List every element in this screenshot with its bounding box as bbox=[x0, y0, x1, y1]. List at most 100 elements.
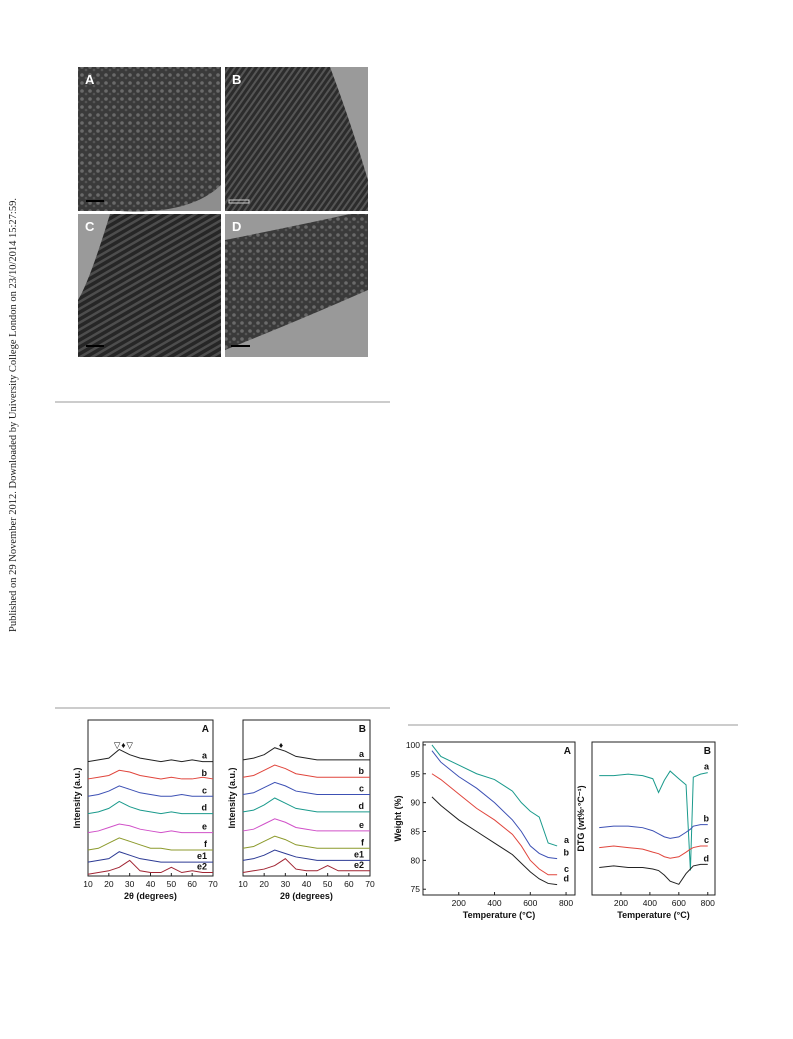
series-label: b bbox=[202, 768, 208, 778]
data-line bbox=[87, 748, 213, 763]
panel-label: A bbox=[202, 724, 209, 735]
x-axis-label: 2θ (degrees) bbox=[124, 891, 177, 901]
series-label: a bbox=[202, 751, 208, 761]
x-axis-label: Temperature (°C) bbox=[617, 910, 689, 920]
data-line bbox=[431, 796, 558, 886]
data-line bbox=[242, 818, 370, 832]
series-label: d bbox=[704, 853, 710, 863]
x-axis-label: 2θ (degrees) bbox=[280, 891, 333, 901]
tem-particle bbox=[78, 67, 221, 212]
data-line bbox=[599, 770, 708, 871]
tem-particle bbox=[225, 214, 368, 350]
series-label: e2 bbox=[354, 860, 364, 870]
y-tick-label: 90 bbox=[411, 798, 421, 808]
x-tick-label: 600 bbox=[672, 898, 686, 908]
x-tick-label: 60 bbox=[344, 879, 354, 889]
x-tick-label: 20 bbox=[104, 879, 114, 889]
series-label: e1 bbox=[354, 849, 364, 859]
series-label: c bbox=[359, 784, 364, 794]
y-axis-label: Intensity (a.u.) bbox=[72, 767, 82, 828]
x-tick-label: 40 bbox=[146, 879, 156, 889]
data-line bbox=[87, 859, 213, 875]
plot-frame bbox=[591, 741, 716, 896]
scale-bar bbox=[228, 199, 250, 204]
peak-marker: ▽ bbox=[126, 740, 133, 750]
series-label: f bbox=[204, 839, 208, 849]
panel-label: D bbox=[232, 219, 241, 234]
panel-label: A bbox=[564, 746, 571, 757]
x-tick-label: 800 bbox=[559, 898, 573, 908]
plot-frame bbox=[242, 719, 371, 877]
data-line bbox=[242, 858, 370, 874]
x-tick-label: 10 bbox=[238, 879, 248, 889]
data-line bbox=[87, 800, 213, 815]
series-label: e bbox=[202, 822, 207, 832]
data-line bbox=[431, 773, 558, 876]
x-tick-label: 200 bbox=[452, 898, 466, 908]
panel-label: B bbox=[232, 72, 241, 87]
y-axis-label: DTG (wt%·°C⁻¹) bbox=[576, 785, 586, 851]
x-tick-label: 70 bbox=[208, 879, 218, 889]
series-label: a bbox=[359, 749, 365, 759]
data-line bbox=[87, 769, 214, 780]
data-line bbox=[431, 744, 558, 847]
side-note: Published on 29 November 2012. Downloade… bbox=[8, 198, 19, 632]
series-label: c bbox=[564, 864, 569, 874]
series-label: b bbox=[359, 766, 365, 776]
data-line bbox=[599, 824, 708, 839]
series-label: e1 bbox=[197, 851, 207, 861]
data-line bbox=[242, 797, 370, 813]
panel-label: C bbox=[85, 219, 95, 234]
data-line bbox=[431, 750, 558, 860]
x-tick-label: 200 bbox=[614, 898, 628, 908]
y-axis-label: Intensity (a.u.) bbox=[227, 767, 237, 828]
series-label: c bbox=[704, 835, 709, 845]
x-tick-label: 400 bbox=[643, 898, 657, 908]
series-label: d bbox=[359, 801, 365, 811]
plot-frame bbox=[87, 719, 214, 877]
tem-figure: A B C D bbox=[78, 67, 368, 357]
data-line bbox=[599, 845, 708, 859]
x-tick-label: 600 bbox=[523, 898, 537, 908]
data-line bbox=[242, 764, 370, 778]
y-tick-label: 80 bbox=[411, 855, 421, 865]
data-line bbox=[599, 863, 708, 885]
panel-label: A bbox=[85, 72, 95, 87]
x-tick-label: 400 bbox=[487, 898, 501, 908]
y-axis-label: Weight (%) bbox=[393, 795, 403, 841]
x-tick-label: 20 bbox=[259, 879, 269, 889]
y-tick-label: 100 bbox=[406, 740, 420, 750]
series-label: a bbox=[564, 835, 570, 845]
panel-label: B bbox=[359, 724, 366, 735]
data-line bbox=[242, 835, 370, 849]
peak-marker: ♦ bbox=[279, 740, 284, 750]
series-label: d bbox=[202, 803, 208, 813]
series-label: d bbox=[564, 874, 570, 884]
panel-label: B bbox=[704, 746, 711, 757]
series-label: b bbox=[564, 848, 570, 858]
series-label: e2 bbox=[197, 862, 207, 872]
y-tick-label: 75 bbox=[411, 884, 421, 894]
series-label: a bbox=[704, 762, 710, 772]
x-tick-label: 800 bbox=[701, 898, 715, 908]
series-label: c bbox=[202, 785, 207, 795]
peak-marker: ♦ bbox=[121, 740, 126, 750]
data-line bbox=[242, 747, 370, 761]
data-line bbox=[87, 851, 213, 863]
x-tick-label: 50 bbox=[167, 879, 177, 889]
x-tick-label: 30 bbox=[281, 879, 291, 889]
x-tick-label: 10 bbox=[83, 879, 93, 889]
data-line bbox=[242, 781, 370, 796]
series-label: f bbox=[361, 837, 365, 847]
plot-frame bbox=[422, 741, 576, 896]
tem-background bbox=[78, 214, 110, 300]
series-label: b bbox=[704, 814, 710, 824]
x-axis-label: Temperature (°C) bbox=[463, 910, 535, 920]
x-tick-label: 70 bbox=[365, 879, 375, 889]
data-line bbox=[242, 849, 370, 861]
x-tick-label: 50 bbox=[323, 879, 333, 889]
data-line bbox=[87, 823, 213, 834]
series-label: e bbox=[359, 820, 364, 830]
